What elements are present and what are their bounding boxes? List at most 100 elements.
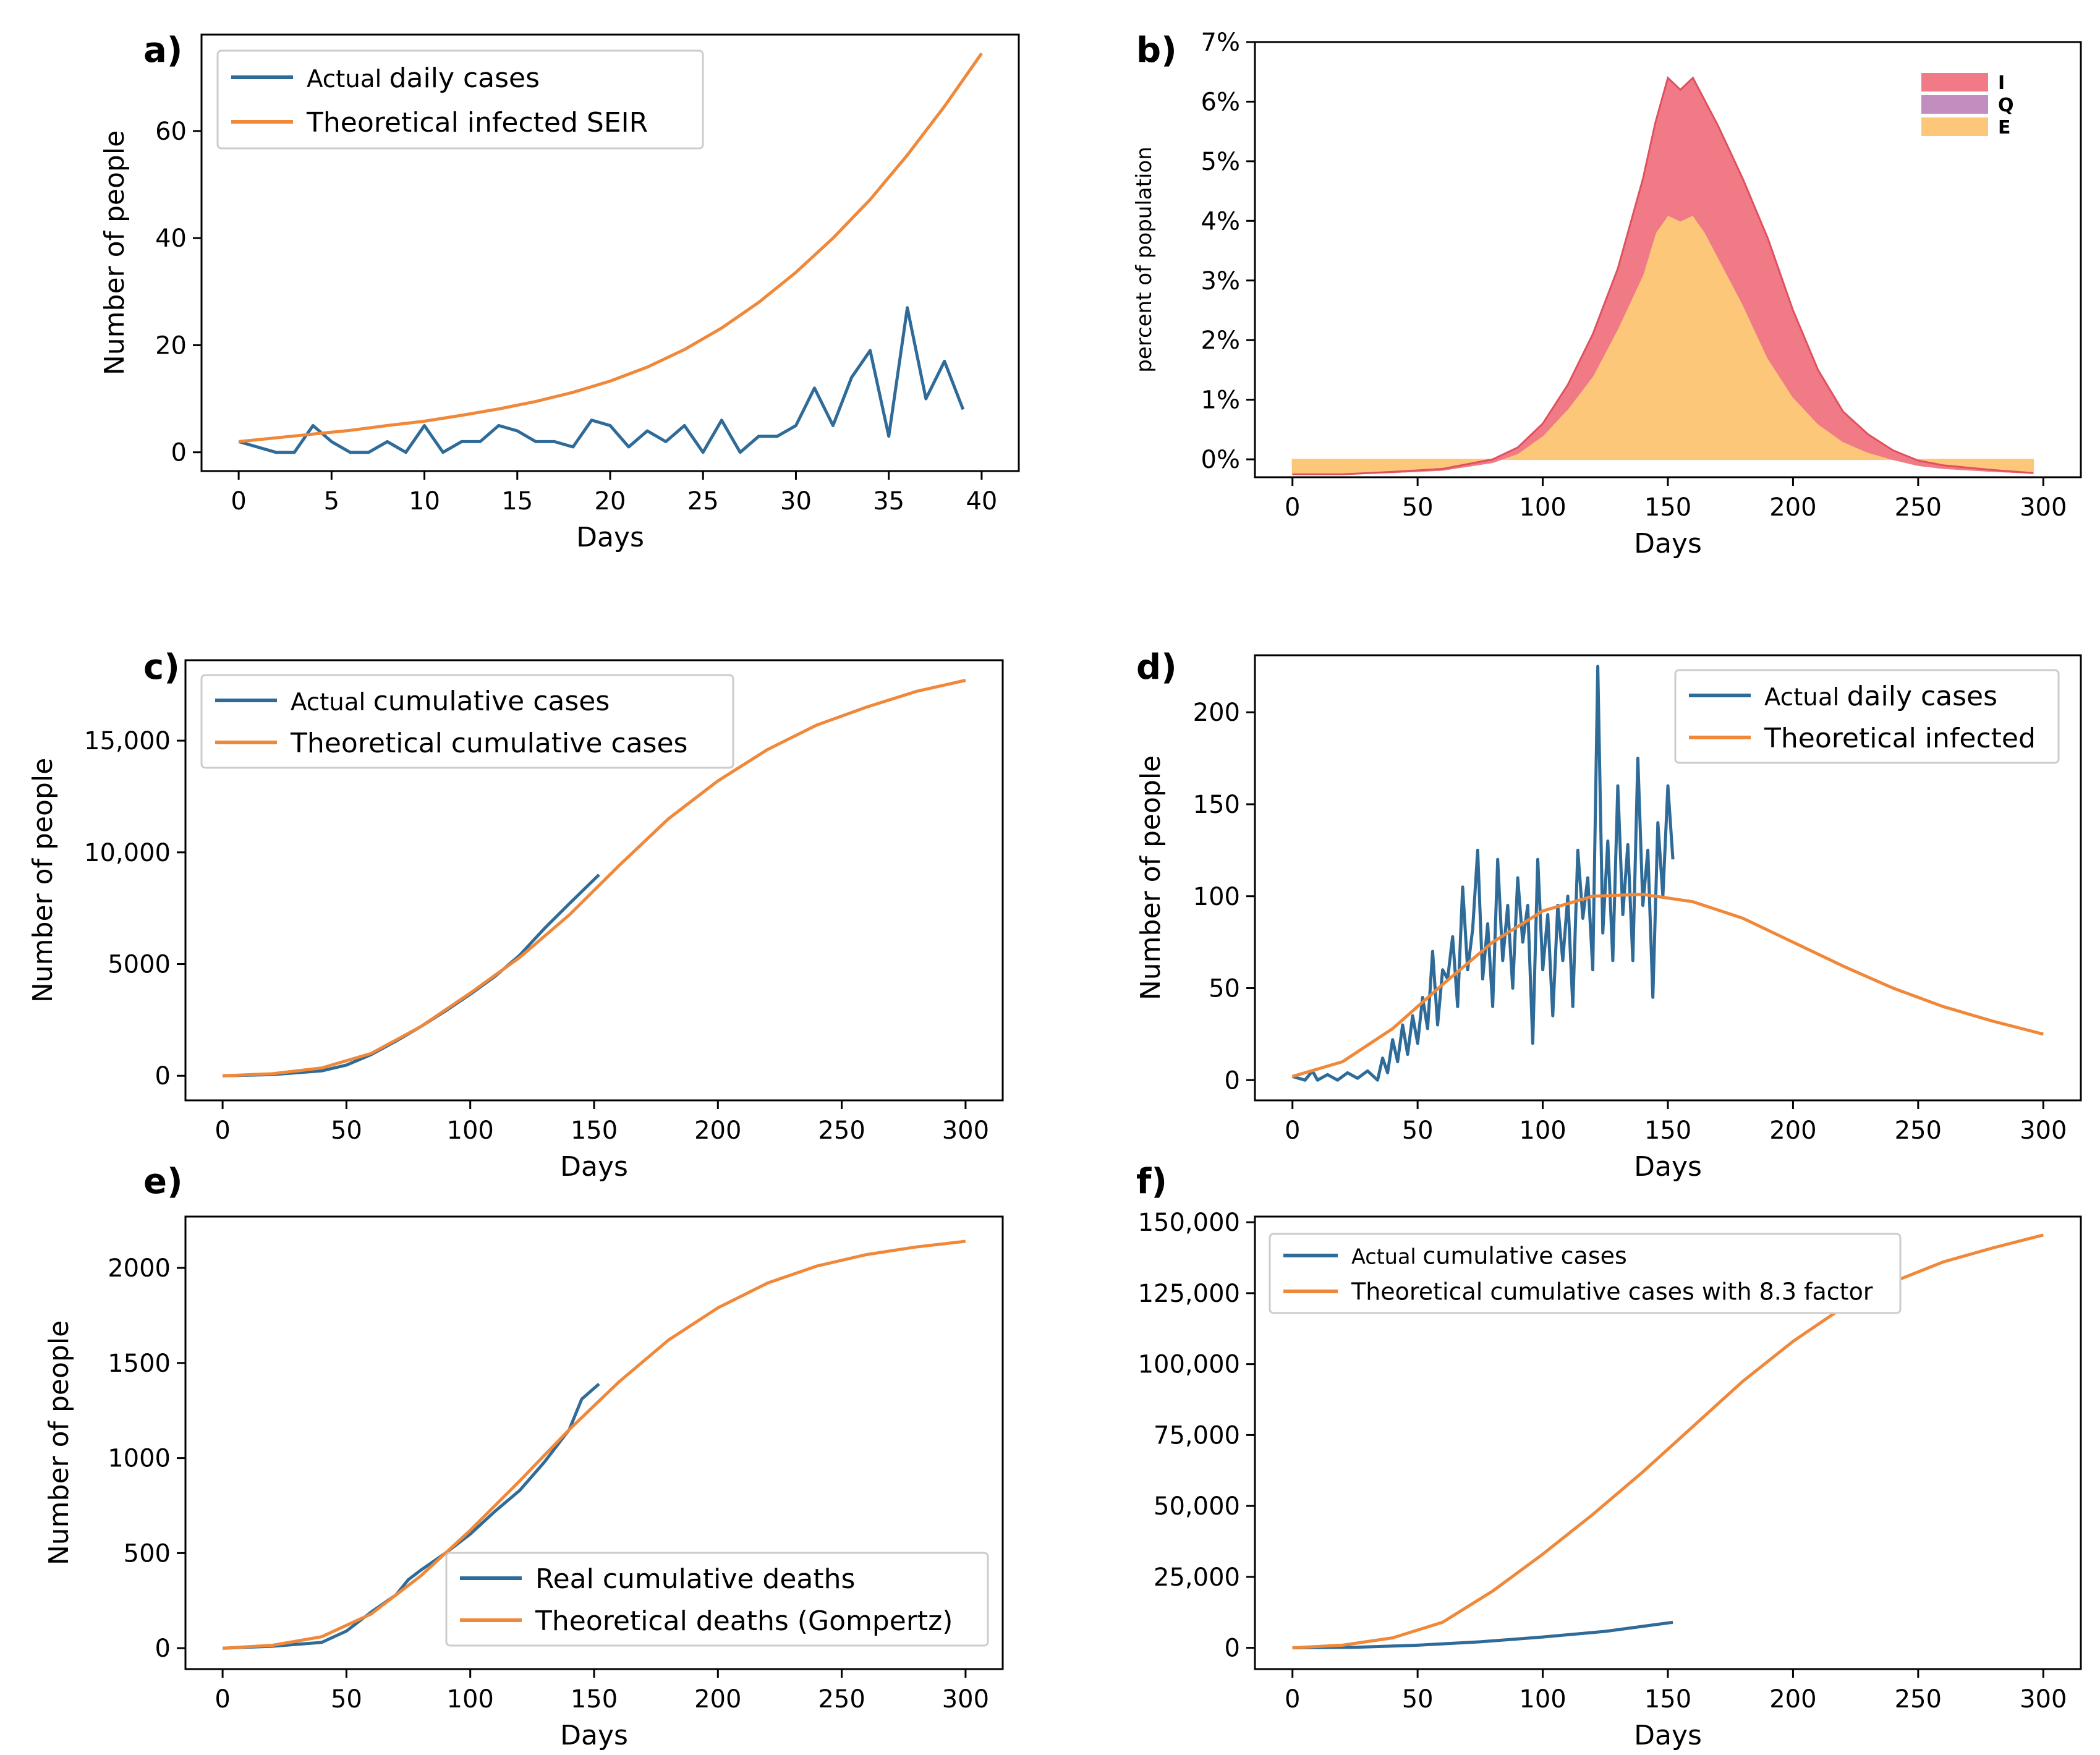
y-tick-label: 0 — [155, 1062, 171, 1090]
series-line-actual — [223, 873, 600, 1077]
legend-b: IQE — [1921, 72, 2014, 138]
x-tick-label: 150 — [1644, 493, 1691, 522]
legend-label-theoretical: Theoretical cumulative cases — [290, 728, 687, 759]
y-axis-label: Number of people — [27, 758, 59, 1003]
legend-a: Actual daily cases Theoretical infected S… — [216, 49, 704, 150]
y-tick-label: 50,000 — [1154, 1492, 1240, 1521]
legend-d: Actual daily cases Theoretical infected — [1674, 669, 2060, 764]
legend-box — [1674, 669, 2060, 764]
x-tick-label: 200 — [694, 1116, 741, 1145]
x-axis-label: Days — [560, 1720, 628, 1751]
y-axis-label: Number of people — [1135, 755, 1167, 1000]
x-tick-label: 0 — [231, 487, 246, 516]
legend-label-q: Q — [1998, 95, 2014, 116]
plot-area-b — [1291, 76, 2034, 475]
x-tick-label: 250 — [818, 1685, 865, 1714]
y-tick-label: 75,000 — [1154, 1421, 1240, 1450]
y-tick-label: 1% — [1201, 386, 1240, 415]
x-tick-label: 200 — [1769, 1116, 1816, 1145]
x-tick-label: 15 — [501, 487, 533, 516]
legend-label-text: Theoretical infected SEIR — [306, 107, 648, 138]
x-tick-label: 50 — [1402, 1685, 1434, 1714]
panel-label-d: d) — [1136, 647, 1177, 687]
y-axis-label: Number of people — [43, 1320, 75, 1565]
y-tick-label: 150,000 — [1138, 1209, 1240, 1237]
legend-f: Actual cumulative cases Theoretical cumul… — [1269, 1233, 1902, 1314]
legend-label-prefix: Actual — [307, 66, 389, 93]
plot-area-e — [222, 1239, 966, 1650]
y-tick-label: 7% — [1201, 28, 1240, 57]
legend-box — [216, 49, 704, 150]
x-tick-label: 300 — [2020, 1685, 2067, 1714]
panel-label-f: f) — [1136, 1162, 1167, 1202]
series-line-actual — [223, 1382, 600, 1650]
legend-box — [1269, 1233, 1902, 1314]
y-tick-label: 200 — [1193, 699, 1240, 727]
legend-label-text: Real cumulative deaths — [535, 1563, 855, 1595]
y-tick-label: 1500 — [108, 1349, 171, 1378]
x-tick-label: 100 — [1519, 493, 1566, 522]
series-line-theoretical — [238, 52, 983, 443]
x-tick-label: 35 — [873, 487, 904, 516]
y-tick-label: 2000 — [108, 1254, 171, 1283]
legend-label-theoretical: Theoretical deaths (Gompertz) — [535, 1605, 953, 1637]
x-tick-label: 100 — [1519, 1685, 1566, 1714]
x-tick-label: 50 — [1402, 493, 1434, 522]
y-axis-label: percent of population — [1132, 147, 1157, 373]
y-axis-label: Number of people — [99, 130, 130, 375]
y-tick-label: 100 — [1193, 883, 1240, 911]
legend-swatch-i — [1921, 73, 1988, 91]
x-tick-label: 0 — [1285, 1116, 1300, 1145]
legend-e: Real cumulative deaths Theoretical deaths… — [445, 1552, 989, 1647]
plot-area-f — [1292, 1233, 2044, 1650]
series-line-actual — [1292, 1620, 1673, 1650]
legend-label-prefix: Actual — [291, 689, 373, 716]
legend-label-text: daily cases — [389, 62, 540, 94]
y-tick-label: 10,000 — [84, 839, 171, 867]
panel-label-a: a) — [143, 30, 182, 70]
x-tick-label: 250 — [818, 1116, 865, 1145]
x-tick-label: 0 — [215, 1116, 230, 1145]
legend-label-text: cumulative cases — [373, 686, 610, 717]
x-tick-label: 200 — [694, 1685, 741, 1714]
series-line-actual — [238, 306, 965, 454]
legend-label-theoretical: Theoretical infected — [1764, 723, 2036, 754]
x-tick-label: 100 — [447, 1685, 494, 1714]
y-tick-label: 0 — [1225, 1066, 1240, 1095]
y-tick-label: 150 — [1193, 791, 1240, 819]
panel-label-c: c) — [143, 647, 180, 687]
x-tick-label: 50 — [331, 1685, 362, 1714]
x-tick-label: 100 — [1519, 1116, 1566, 1145]
x-tick-label: 0 — [1285, 493, 1300, 522]
y-tick-label: 5000 — [108, 951, 171, 979]
panel-c: c) 0 50 100 150 200 250 300 0 5000 10,000 15,000 Day… — [27, 647, 1004, 1183]
plot-area-d — [1291, 665, 2044, 1082]
y-tick-label: 0% — [1201, 446, 1240, 474]
y-tick-label: 0 — [1225, 1634, 1240, 1663]
y-tick-label: 0 — [155, 1634, 171, 1663]
legend-label-actual: Actual cumulative cases — [1351, 1243, 1627, 1270]
legend-label-prefix: Actual — [1351, 1245, 1422, 1269]
x-tick-label: 10 — [409, 487, 440, 516]
x-tick-label: 300 — [942, 1685, 989, 1714]
y-tick-label: 0 — [171, 439, 187, 467]
x-tick-label: 20 — [595, 487, 626, 516]
series-line-actual — [1291, 665, 1675, 1082]
legend-label-actual: Real cumulative deaths — [535, 1563, 855, 1595]
legend-c: Actual cumulative cases Theoretical cumul… — [200, 674, 734, 769]
legend-label-text: Theoretical infected — [1764, 723, 2036, 754]
x-axis-label: Days — [576, 522, 644, 553]
panel-e: e) 0 50 100 150 200 250 300 0 500 1000 1500 2000 Days… — [43, 1162, 1004, 1751]
y-tick-label: 2% — [1201, 326, 1240, 355]
x-tick-label: 200 — [1769, 493, 1816, 522]
x-tick-label: 50 — [1402, 1116, 1434, 1145]
legend-label-text: Theoretical deaths (Gompertz) — [535, 1605, 953, 1637]
y-tick-label: 60 — [155, 117, 187, 146]
x-tick-label: 250 — [1895, 1685, 1942, 1714]
legend-label-text: Theoretical cumulative cases — [290, 728, 687, 759]
y-tick-label: 500 — [124, 1539, 171, 1568]
x-tick-label: 300 — [942, 1116, 989, 1145]
y-tick-label: 20 — [155, 331, 187, 360]
x-tick-label: 200 — [1769, 1685, 1816, 1714]
